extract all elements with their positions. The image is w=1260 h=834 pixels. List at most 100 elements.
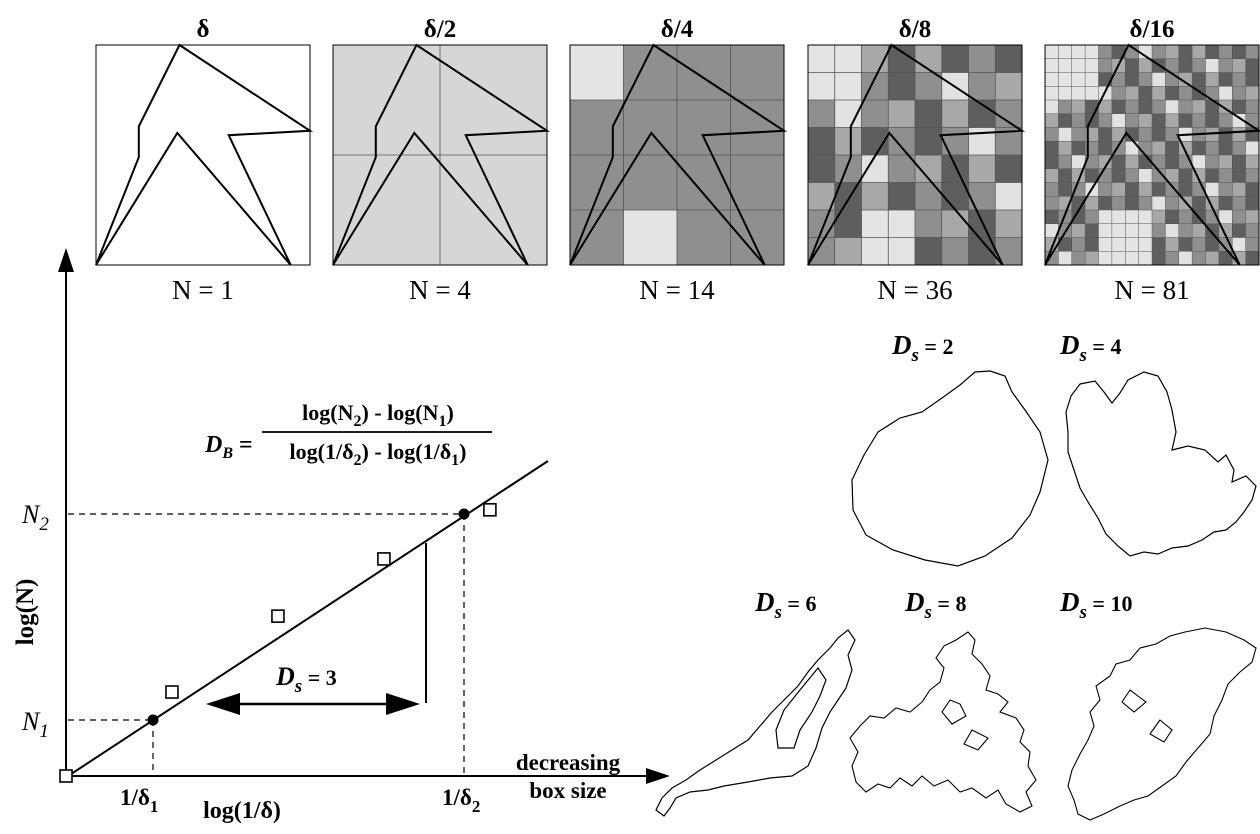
outline-shapes: Ds = 2 Ds = 4 Ds = 6 Ds = 8 Ds = 10 <box>655 330 1257 821</box>
covering-box <box>1058 127 1072 142</box>
covering-box <box>1111 168 1126 183</box>
covering-box <box>1232 237 1246 252</box>
covering-box <box>1205 251 1219 265</box>
covering-box <box>1098 113 1112 128</box>
box-panel-delta-8: δ/8 N = 36 <box>807 16 1026 305</box>
covering-box <box>1098 58 1112 73</box>
covering-box <box>1232 45 1246 59</box>
covering-box <box>1165 58 1179 73</box>
covering-box <box>1232 127 1246 142</box>
scale-label: δ/8 <box>899 16 931 43</box>
covering-box <box>1111 72 1126 87</box>
covering-box <box>1085 251 1099 265</box>
covering-box <box>1192 251 1206 265</box>
data-point-marker <box>271 609 285 623</box>
covering-box <box>888 100 915 128</box>
covering-box <box>1245 58 1259 73</box>
covering-box <box>1111 45 1126 59</box>
covering-box <box>570 155 624 210</box>
covering-box <box>570 100 624 155</box>
test-polygon <box>569 43 788 266</box>
panel-frame <box>807 44 1023 266</box>
covering-box <box>941 127 969 155</box>
panel-frame <box>569 44 785 266</box>
count-label: N = 81 <box>1114 275 1189 305</box>
covering-box <box>968 155 996 183</box>
scale-label: δ/4 <box>661 16 694 43</box>
covering-box <box>1165 100 1179 114</box>
covering-box <box>1245 210 1259 224</box>
covering-box <box>1071 100 1086 114</box>
count-label: N = 14 <box>639 275 715 305</box>
covering-box <box>1232 182 1246 197</box>
covering-box <box>1205 168 1219 183</box>
covering-box <box>333 155 440 265</box>
covering-box <box>1045 100 1059 114</box>
covering-box <box>1178 237 1193 252</box>
data-points <box>59 503 497 783</box>
covering-box <box>623 100 677 155</box>
covering-box <box>861 100 889 128</box>
covering-box <box>1192 100 1206 114</box>
covering-box <box>1192 113 1206 128</box>
covering-box <box>1138 168 1152 183</box>
covering-box <box>1138 100 1152 114</box>
covering-box <box>995 210 1022 238</box>
data-point-marker <box>377 552 391 566</box>
scale-label: δ/16 <box>1130 16 1175 43</box>
covering-box <box>1045 141 1059 155</box>
covering-box <box>1085 113 1099 128</box>
covering-box <box>1192 223 1206 238</box>
covering-box <box>1245 72 1259 87</box>
covering-box <box>1178 86 1193 100</box>
x-axis-note-line2: box size <box>529 778 606 803</box>
covering-box <box>1152 210 1166 224</box>
covering-box <box>915 127 942 155</box>
covering-box <box>1205 141 1219 155</box>
covering-box <box>808 182 835 210</box>
covering-box <box>834 127 862 155</box>
covering-box <box>1165 223 1179 238</box>
covering-box <box>1125 127 1139 142</box>
outline-shape-ds10 <box>1067 627 1257 821</box>
covering-box <box>1192 58 1206 73</box>
test-polygon <box>332 43 551 266</box>
shape-label-ds8: Ds = 8 <box>904 587 966 623</box>
covering-box <box>1152 127 1166 142</box>
x-axis-arrowhead <box>646 768 670 784</box>
covering-box <box>440 155 547 265</box>
covering-box <box>915 45 942 73</box>
covering-boxes <box>1045 45 1259 265</box>
covering-box <box>1152 113 1166 128</box>
covering-box <box>1205 113 1219 128</box>
covering-box <box>968 182 996 210</box>
covering-box <box>1165 196 1179 210</box>
panel-frame <box>332 44 548 266</box>
covering-box <box>1205 182 1219 197</box>
covering-box <box>1245 141 1259 155</box>
covering-box <box>1111 182 1126 197</box>
count-label: N = 36 <box>877 275 952 305</box>
box-grid <box>1045 45 1259 265</box>
covering-box <box>1232 58 1246 73</box>
covering-box <box>1218 45 1233 59</box>
covering-box <box>1165 237 1179 252</box>
covering-box <box>1165 113 1179 128</box>
covering-box <box>1245 182 1259 197</box>
d2-label: 1/δ2 <box>442 785 480 816</box>
covering-boxes <box>570 45 784 265</box>
covering-box <box>1138 127 1152 142</box>
point-n1 <box>147 714 159 726</box>
covering-box <box>1125 100 1139 114</box>
count-label: N = 4 <box>409 275 471 305</box>
data-point-marker <box>483 503 497 517</box>
covering-box <box>1152 45 1166 59</box>
covering-box <box>1205 45 1219 59</box>
covering-box <box>968 210 996 238</box>
covering-box <box>1125 141 1139 155</box>
covering-box <box>1125 155 1139 169</box>
covering-box <box>941 182 969 210</box>
covering-box <box>1111 155 1126 169</box>
covering-box <box>1071 141 1086 155</box>
